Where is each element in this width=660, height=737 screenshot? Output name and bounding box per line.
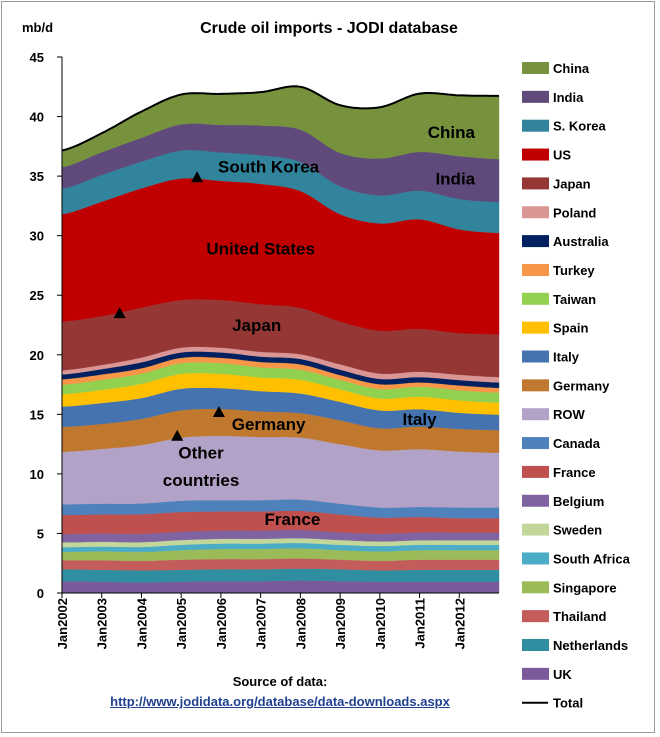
x-tick-label: Jan2009 xyxy=(333,598,348,649)
legend-swatch-india xyxy=(522,90,549,103)
legend-swatch-sweden xyxy=(522,523,549,536)
legend-swatch-singapore xyxy=(522,581,549,594)
legend: China India S. Korea US Japan Poland Australia… xyxy=(522,61,631,711)
legend-label-belgium: Belgium xyxy=(553,494,604,509)
legend-label-spain: Spain xyxy=(553,321,588,336)
y-tick-label: 10 xyxy=(30,467,44,482)
legend-label-poland: Poland xyxy=(553,205,596,220)
legend-swatch-netherlands xyxy=(522,639,549,651)
legend-swatch-row xyxy=(522,408,549,421)
legend-label-netherlands: Netherlands xyxy=(553,638,628,653)
legend-label-thailand: Thailand xyxy=(553,609,607,624)
triangle-marker xyxy=(212,405,225,417)
legend-swatch-australia xyxy=(522,235,549,248)
y-tick-label: 0 xyxy=(37,586,44,601)
x-tick-label: Jan2002 xyxy=(55,598,70,649)
total-line xyxy=(61,85,499,152)
legend-swatch-poland xyxy=(522,206,549,219)
x-tick-label: Jan2007 xyxy=(254,598,269,649)
annotation-label: Italy xyxy=(403,410,438,429)
legend-swatch-france xyxy=(522,465,549,478)
x-tick-label: Jan2003 xyxy=(95,598,110,649)
x-tick-label: Jan2012 xyxy=(452,598,467,649)
legend-swatch-s-korea xyxy=(522,119,549,132)
area-netherlands xyxy=(61,568,500,583)
y-tick-label: 30 xyxy=(30,229,44,244)
annotations: China India South Korea United States Japan G… xyxy=(113,123,476,529)
legend-swatch-spain xyxy=(522,321,549,334)
annotation-label: France xyxy=(265,510,321,529)
legend-label-italy: Italy xyxy=(553,350,580,365)
legend-swatch-italy xyxy=(522,350,549,363)
annotation-label: Other xyxy=(178,443,224,462)
legend-label-s-korea: S. Korea xyxy=(553,119,607,134)
y-tick-label: 20 xyxy=(30,348,44,363)
legend-label-total: Total xyxy=(553,696,583,711)
annotation-label: India xyxy=(435,169,475,188)
axes: 0 5 10 15 20 25 30 35 40 45 Jan2002 Jan2003 Jan2004 J… xyxy=(30,50,499,649)
x-tick-label: Jan2008 xyxy=(293,598,308,649)
x-tick-label: Jan2004 xyxy=(134,597,149,649)
legend-label-taiwan: Taiwan xyxy=(553,292,596,307)
legend-label-turkey: Turkey xyxy=(553,263,595,278)
area-layers xyxy=(61,86,500,594)
legend-swatch-turkey xyxy=(522,263,549,276)
legend-label-south-africa: South Africa xyxy=(553,551,631,566)
total-line-group xyxy=(61,85,499,152)
legend-swatch-taiwan xyxy=(522,292,549,305)
y-tick-label: 25 xyxy=(30,288,44,303)
legend-swatch-south-africa xyxy=(522,552,549,565)
legend-label-singapore: Singapore xyxy=(553,580,617,595)
legend-label-canada: Canada xyxy=(553,436,601,451)
x-tick-label: Jan2011 xyxy=(413,598,428,649)
legend-label-australia: Australia xyxy=(553,234,609,249)
x-tick-label: Jan2010 xyxy=(373,598,388,649)
annotation-label: countries xyxy=(163,471,240,490)
legend-label-japan: Japan xyxy=(553,176,591,191)
annotation-label: United States xyxy=(206,240,315,259)
x-tick-label: Jan2005 xyxy=(174,598,189,649)
legend-label-sweden: Sweden xyxy=(553,523,602,538)
legend-label-uk: UK xyxy=(553,667,572,682)
x-tick-label: Jan2006 xyxy=(214,598,229,649)
annotation-label: South Korea xyxy=(218,158,320,177)
triangle-marker xyxy=(113,307,126,319)
y-tick-label: 45 xyxy=(30,50,44,65)
legend-swatch-canada xyxy=(522,437,549,450)
legend-swatch-germany xyxy=(522,379,549,392)
triangle-marker xyxy=(171,429,184,441)
source-label: Source of data: xyxy=(232,674,328,689)
legend-swatch-thailand xyxy=(522,610,549,623)
legend-label-row: ROW xyxy=(553,407,586,422)
legend-label-india: India xyxy=(553,90,584,105)
annotation-label: China xyxy=(428,123,476,142)
source-link[interactable]: http://www.jodidata.org/database/data-do… xyxy=(110,694,450,709)
y-tick-label: 40 xyxy=(30,110,44,125)
annotation-label: Japan xyxy=(232,316,281,335)
y-tick-label: 15 xyxy=(30,407,44,422)
triangle-marker xyxy=(191,171,204,183)
legend-label-us: US xyxy=(553,148,571,163)
y-axis-label: mb/d xyxy=(22,20,53,35)
y-tick-label: 35 xyxy=(30,169,44,184)
legend-swatch-us xyxy=(522,148,549,161)
legend-label-china: China xyxy=(553,61,590,76)
legend-swatch-japan xyxy=(522,177,549,190)
annotation-label: Germany xyxy=(232,415,306,434)
y-tick-label: 5 xyxy=(37,526,44,541)
legend-label-germany: Germany xyxy=(553,378,610,393)
chart-title: Crude oil imports - JODI database xyxy=(200,20,458,37)
legend-swatch-china xyxy=(522,62,549,74)
legend-swatch-uk xyxy=(522,667,549,680)
legend-swatch-belgium xyxy=(522,494,549,507)
legend-label-france: France xyxy=(553,465,596,480)
